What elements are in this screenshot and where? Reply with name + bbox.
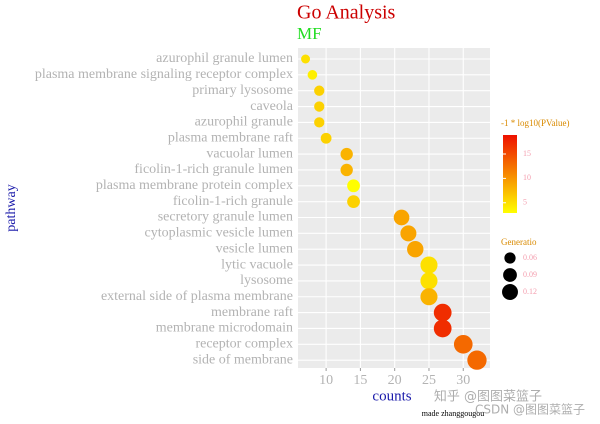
x-tick-label: 30 bbox=[456, 373, 470, 388]
size-key bbox=[502, 284, 518, 300]
color-tick-label: 5 bbox=[523, 198, 527, 207]
point bbox=[433, 319, 452, 338]
x-axis-title: counts bbox=[372, 388, 411, 404]
size-tick-label: 0.12 bbox=[523, 287, 537, 296]
y-tick-label: vesicle lumen bbox=[216, 241, 293, 256]
size-legend-title: Generatio bbox=[501, 237, 537, 247]
point bbox=[467, 350, 487, 370]
point bbox=[420, 256, 438, 274]
x-tick-label: 15 bbox=[353, 373, 367, 388]
y-tick-label: membrane raft bbox=[211, 305, 293, 320]
point bbox=[307, 70, 318, 80]
point bbox=[340, 147, 353, 161]
y-tick-label: plasma membrane protein complex bbox=[96, 178, 293, 193]
color-legend-title: -1 * log10(PValue) bbox=[501, 118, 570, 128]
watermark: 知乎 @图图菜篮子 bbox=[434, 389, 542, 405]
y-tick-label: plasma membrane raft bbox=[168, 130, 293, 145]
chart-title: Go Analysis bbox=[297, 2, 396, 24]
color-bar bbox=[503, 135, 517, 213]
point bbox=[347, 195, 360, 209]
y-tick-label: cytoplasmic vesicle lumen bbox=[144, 226, 293, 241]
x-tick-label: 10 bbox=[319, 373, 333, 388]
point bbox=[420, 272, 438, 290]
point bbox=[453, 334, 473, 354]
y-tick-label: azurophil granule lumen bbox=[156, 51, 293, 66]
y-tick-label: caveola bbox=[250, 99, 294, 114]
y-tick-label: plasma membrane signaling receptor compl… bbox=[35, 67, 293, 82]
color-tick-label: 15 bbox=[523, 149, 531, 158]
point bbox=[314, 85, 325, 96]
x-tick-label: 20 bbox=[388, 373, 402, 388]
y-tick-label: ficolin-1-rich granule lumen bbox=[134, 162, 293, 177]
caption: made zhanggougou bbox=[422, 409, 484, 418]
point bbox=[420, 288, 438, 306]
y-tick-label: primary lysosome bbox=[192, 83, 293, 98]
point bbox=[314, 101, 325, 112]
point bbox=[320, 132, 332, 144]
size-tick-label: 0.06 bbox=[523, 253, 537, 262]
panel bbox=[298, 48, 490, 368]
y-tick-label: lysosome bbox=[240, 273, 293, 288]
y-tick-label: side of membrane bbox=[193, 352, 293, 367]
point bbox=[347, 179, 360, 193]
y-tick-label: azurophil granule bbox=[195, 115, 293, 130]
color-tick-label: 10 bbox=[523, 173, 531, 182]
size-key bbox=[503, 268, 517, 282]
point bbox=[407, 241, 424, 258]
point bbox=[301, 54, 311, 64]
point bbox=[340, 163, 353, 177]
size-tick-label: 0.09 bbox=[523, 270, 537, 279]
y-axis-title: pathway bbox=[4, 184, 19, 231]
point bbox=[393, 209, 410, 226]
size-key bbox=[504, 252, 516, 264]
y-tick-label: external side of plasma membrane bbox=[101, 289, 293, 304]
watermark: CSDN @图图菜篮子 bbox=[475, 402, 585, 417]
chart-subtitle: MF bbox=[297, 24, 322, 43]
y-tick-label: ficolin-1-rich granule bbox=[173, 194, 293, 209]
point bbox=[400, 225, 417, 242]
y-tick-label: receptor complex bbox=[195, 337, 293, 352]
x-tick-label: 25 bbox=[422, 373, 436, 388]
y-tick-label: secretory granule lumen bbox=[158, 210, 293, 225]
y-tick-label: vacuolar lumen bbox=[206, 146, 293, 161]
y-tick-label: lytic vacuole bbox=[221, 257, 293, 272]
point bbox=[433, 303, 452, 322]
point bbox=[314, 117, 325, 128]
y-tick-label: membrane microdomain bbox=[156, 321, 293, 336]
